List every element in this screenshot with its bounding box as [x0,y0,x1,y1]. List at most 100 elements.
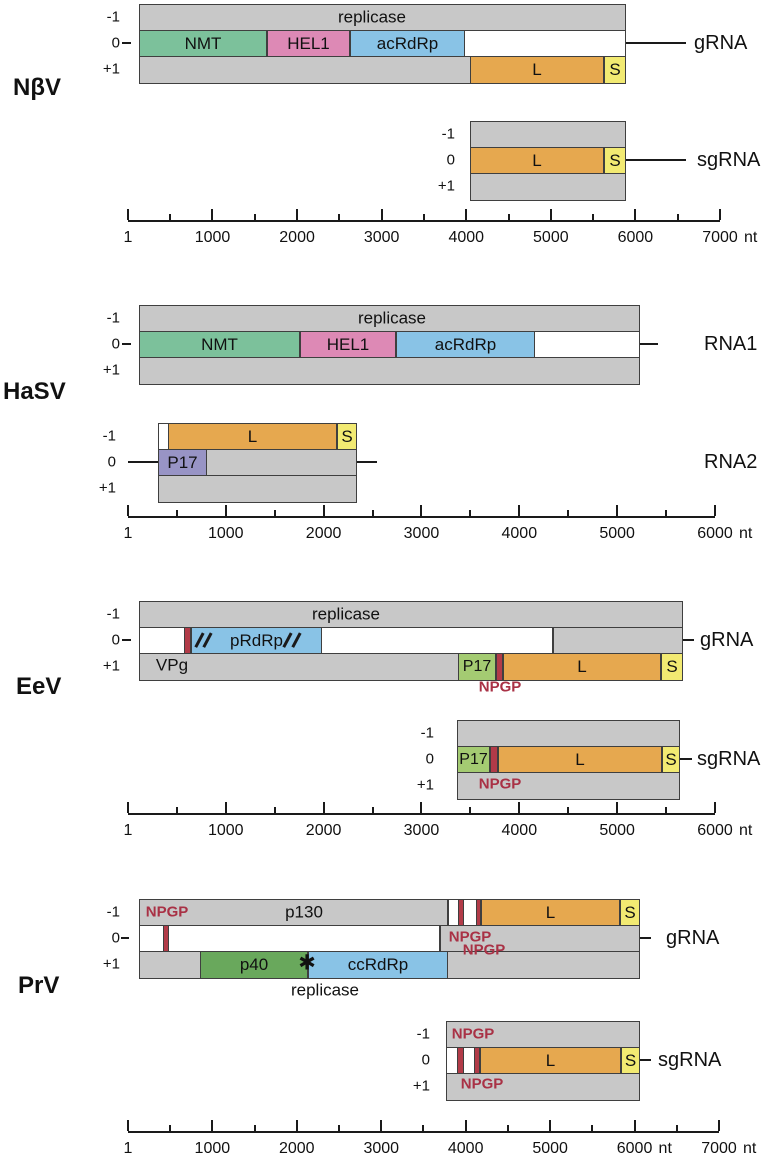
nbv-axis-minor-tick-3 [422,214,425,220]
nbv-axis-line [128,220,720,222]
eev-grna-orf-P17-label: P17 [462,657,492,675]
nbv-axis-tick-label-6000: 6000 [617,229,654,246]
nbv-grna-orf-acRdRp-label: acRdRp [376,34,439,54]
hasv-rna2-frame-label-0: 0 [107,453,116,471]
prv-axis-minor-tick-6 [675,1125,678,1131]
nbv-axis-major-tick-1000 [211,209,214,220]
hasv-rna1-frame-label--1: -1 [106,309,120,327]
prv-axis-unit-label-6000: nt [658,1140,672,1157]
hasv-axis-minor-tick-5 [665,510,668,516]
hasv-axis-minor-tick-2 [371,510,374,516]
prv-axis-tick-label-1000: 1000 [194,1140,231,1157]
eev-grna-orf-pRdRp-label: pRdRp [230,631,283,651]
prv-sgrna-orf-S-box: S [621,1047,640,1075]
prv-axis-minor-tick-0 [169,1125,172,1131]
prv-grna-orf-red-box [163,925,169,953]
eev-grna-orf-S-label: S [666,657,678,677]
eev-sgrna-orf-S-box: S [662,746,680,774]
eev-axis-minor-tick-1 [273,807,276,813]
eev-axis-tick-label-5000: 5000 [599,822,635,839]
eev-axis-major-tick-1000 [224,802,227,813]
nbv-grna-frame-label-+1: +1 [102,60,120,78]
eev-sgrna-frame-1-bg0 [457,720,680,748]
prv-grna-orf-ccRdRp-label: ccRdRp [347,955,409,975]
eev-axis-major-tick-2000 [322,802,325,813]
hasv-axis-tick-label-5000: 5000 [599,525,635,542]
prv-sgrna-orf-S-label: S [624,1051,637,1071]
hasv-rna2-orf-S-label: S [341,427,353,447]
nbv-grna-frame-label--1: -1 [106,8,120,26]
prv-grna-frame-label-0: 0 [111,929,120,947]
prv-grna-orf-S-label: S [624,903,636,923]
eev-grna-orf-P17-box: P17 [458,653,496,681]
prv-axis-tick-label-6000: 6000 [616,1140,653,1157]
nbv-grna-orf-HEL1-box: HEL1 [267,30,350,58]
eev-axis-tick-label-1: 1 [123,822,133,839]
hasv-axis-major-tick-6000 [714,505,716,516]
eev-grna-orf-S-box: S [661,653,683,681]
eev-grna-text-replicase-0: replicase [311,604,381,624]
hasv-rna2-frame-label-+1: +1 [98,479,116,497]
prv-axis-minor-tick-3 [422,1125,425,1131]
prv-sgrna-species-label: sgRNA [658,1049,722,1071]
prv-grna-text-NPGP-2: NPGP [448,928,492,946]
nbv-sgrna-frame-label-+1: +1 [437,177,455,195]
prv-grna-frame0-bg1 [440,925,640,953]
prv-axis-major-tick-4000 [464,1120,467,1131]
nbv-axis-major-tick-7000 [719,209,721,220]
nbv-grna-text-replicase-0: replicase [337,7,407,27]
hasv-axis-major-tick-1000 [224,505,227,516]
prv-axis-major-tick-6000 [633,1120,636,1131]
prv-axis-tick-label-1: 1 [123,1140,133,1157]
hasv-rna1-frame1-bg0 [139,357,640,385]
nbv-sgrna-species-label: sgRNA [697,149,761,171]
eev-axis-tick-label-1000: 1000 [207,822,244,839]
eev-axis-tick-label-4000: 4000 [501,822,538,839]
prv-grna-orf-L-label: L [545,903,556,923]
nbv-grna-orf-acRdRp-box: acRdRp [350,30,465,58]
prv-grna-text-replicase-5: replicase [290,980,360,1000]
prv-grna-orf-red-box [458,899,464,927]
nbv-grna-orf-S-label: S [609,60,621,80]
nbv-axis-tick-label-1000: 1000 [194,229,231,246]
nbv-sgrna-frame-label--1: -1 [441,125,455,143]
eev-grna-frame-label--1: -1 [106,605,120,623]
hasv-rna2-species-label: RNA2 [704,451,758,473]
nbv-sgrna-frame1-bg0 [470,173,626,201]
hasv-rna2-orf-L-box: L [168,423,337,451]
hasv-rna1-frame0-dash [122,343,131,345]
prv-axis-tick-label-7000: 7000 [701,1140,737,1157]
eev-axis-minor-tick-2 [371,807,374,813]
eev-sgrna-orf-L-box: L [498,746,662,774]
eev-grna-text-NPGP-2: NPGP [478,678,522,696]
eev-axis-tick-label-3000: 3000 [403,822,440,839]
eev-grna-frame-1-bg0 [139,601,683,629]
prv-sgrna-orf-L-box: L [480,1047,621,1075]
nbv-grna-right-connector-line [626,42,686,44]
prv-sgrna-text-NPGP-1: NPGP [460,1075,504,1093]
eev-axis-major-tick-1 [127,802,129,813]
nbv-axis-tick-label-2000: 2000 [279,229,315,246]
prv-grna-orf-p40-box: p40 [200,951,308,979]
prv-sgrna-frame-label-+1: +1 [412,1077,430,1095]
hasv-rna2-right-connector-line [357,461,377,463]
hasv-axis-minor-tick-1 [273,510,276,516]
eev-axis-major-tick-6000 [714,802,716,813]
prv-sgrna-frame-label--1: -1 [416,1025,430,1043]
prv-grna-text-p130-1: p130 [285,902,323,922]
hasv-rna1-orf-NMT-box: NMT [139,331,300,359]
prv-axis-minor-tick-1 [253,1125,256,1131]
nbv-axis-minor-tick-2 [338,214,341,220]
hasv-rna1-species-label: RNA1 [704,333,758,355]
prv-axis-minor-tick-4 [506,1125,509,1131]
prv-axis-major-tick-3000 [380,1120,383,1131]
eev-axis-major-tick-4000 [518,802,521,813]
hasv-rna1-orf-NMT-label: NMT [201,335,238,355]
eev-grna-orf-L-box: L [503,653,661,681]
prv-axis-major-tick-7000 [718,1120,720,1131]
prv-axis-tick-label-3000: 3000 [363,1140,400,1157]
prv-grna-frame-1-bg0 [139,899,448,927]
eev-axis-minor-tick-0 [175,807,178,813]
nbv-axis-minor-tick-5 [592,214,595,220]
